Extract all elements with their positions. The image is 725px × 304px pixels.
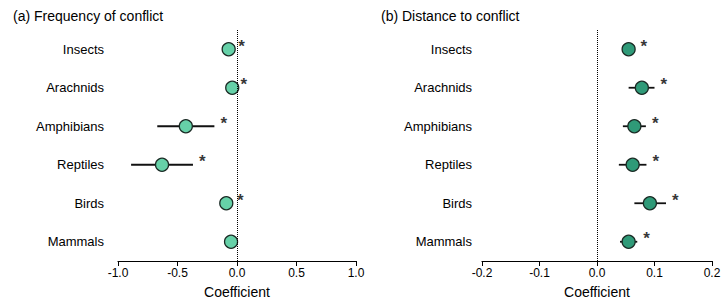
svg-text:*: * <box>220 114 227 133</box>
svg-text:Arachnids: Arachnids <box>414 80 472 95</box>
svg-text:1.0: 1.0 <box>348 266 365 280</box>
svg-text:Amphibians: Amphibians <box>404 119 472 134</box>
svg-text:Reptiles: Reptiles <box>57 157 104 172</box>
svg-text:(b) Distance to conflict: (b) Distance to conflict <box>381 8 520 24</box>
svg-text:0.5: 0.5 <box>288 266 305 280</box>
svg-text:*: * <box>199 152 206 171</box>
svg-text:Arachnids: Arachnids <box>46 80 104 95</box>
svg-text:0.0: 0.0 <box>229 266 246 280</box>
svg-text:Coefficient: Coefficient <box>204 284 270 300</box>
svg-text:Insects: Insects <box>431 42 473 57</box>
svg-text:Coefficient: Coefficient <box>564 284 630 300</box>
svg-text:Mammals: Mammals <box>48 234 105 249</box>
svg-text:Amphibians: Amphibians <box>36 119 104 134</box>
svg-text:Birds: Birds <box>442 196 472 211</box>
svg-text:*: * <box>241 75 248 94</box>
svg-text:Insects: Insects <box>63 42 105 57</box>
svg-text:*: * <box>643 229 650 248</box>
svg-text:0.2: 0.2 <box>704 266 721 280</box>
svg-text:(a) Frequency of conflict: (a) Frequency of conflict <box>13 8 163 24</box>
svg-text:*: * <box>652 152 659 171</box>
svg-text:Reptiles: Reptiles <box>425 157 472 172</box>
svg-text:*: * <box>661 75 668 94</box>
svg-text:-0.2: -0.2 <box>472 266 493 280</box>
svg-text:*: * <box>672 191 679 210</box>
svg-text:-0.5: -0.5 <box>167 266 188 280</box>
svg-text:0.0: 0.0 <box>589 266 606 280</box>
svg-text:*: * <box>237 191 244 210</box>
svg-text:Mammals: Mammals <box>416 234 473 249</box>
svg-text:-0.1: -0.1 <box>529 266 550 280</box>
svg-text:Birds: Birds <box>74 196 104 211</box>
svg-text:*: * <box>238 37 245 56</box>
svg-text:0.1: 0.1 <box>646 266 663 280</box>
svg-text:*: * <box>652 114 659 133</box>
svg-text:*: * <box>640 37 647 56</box>
svg-text:-1.0: -1.0 <box>108 266 129 280</box>
